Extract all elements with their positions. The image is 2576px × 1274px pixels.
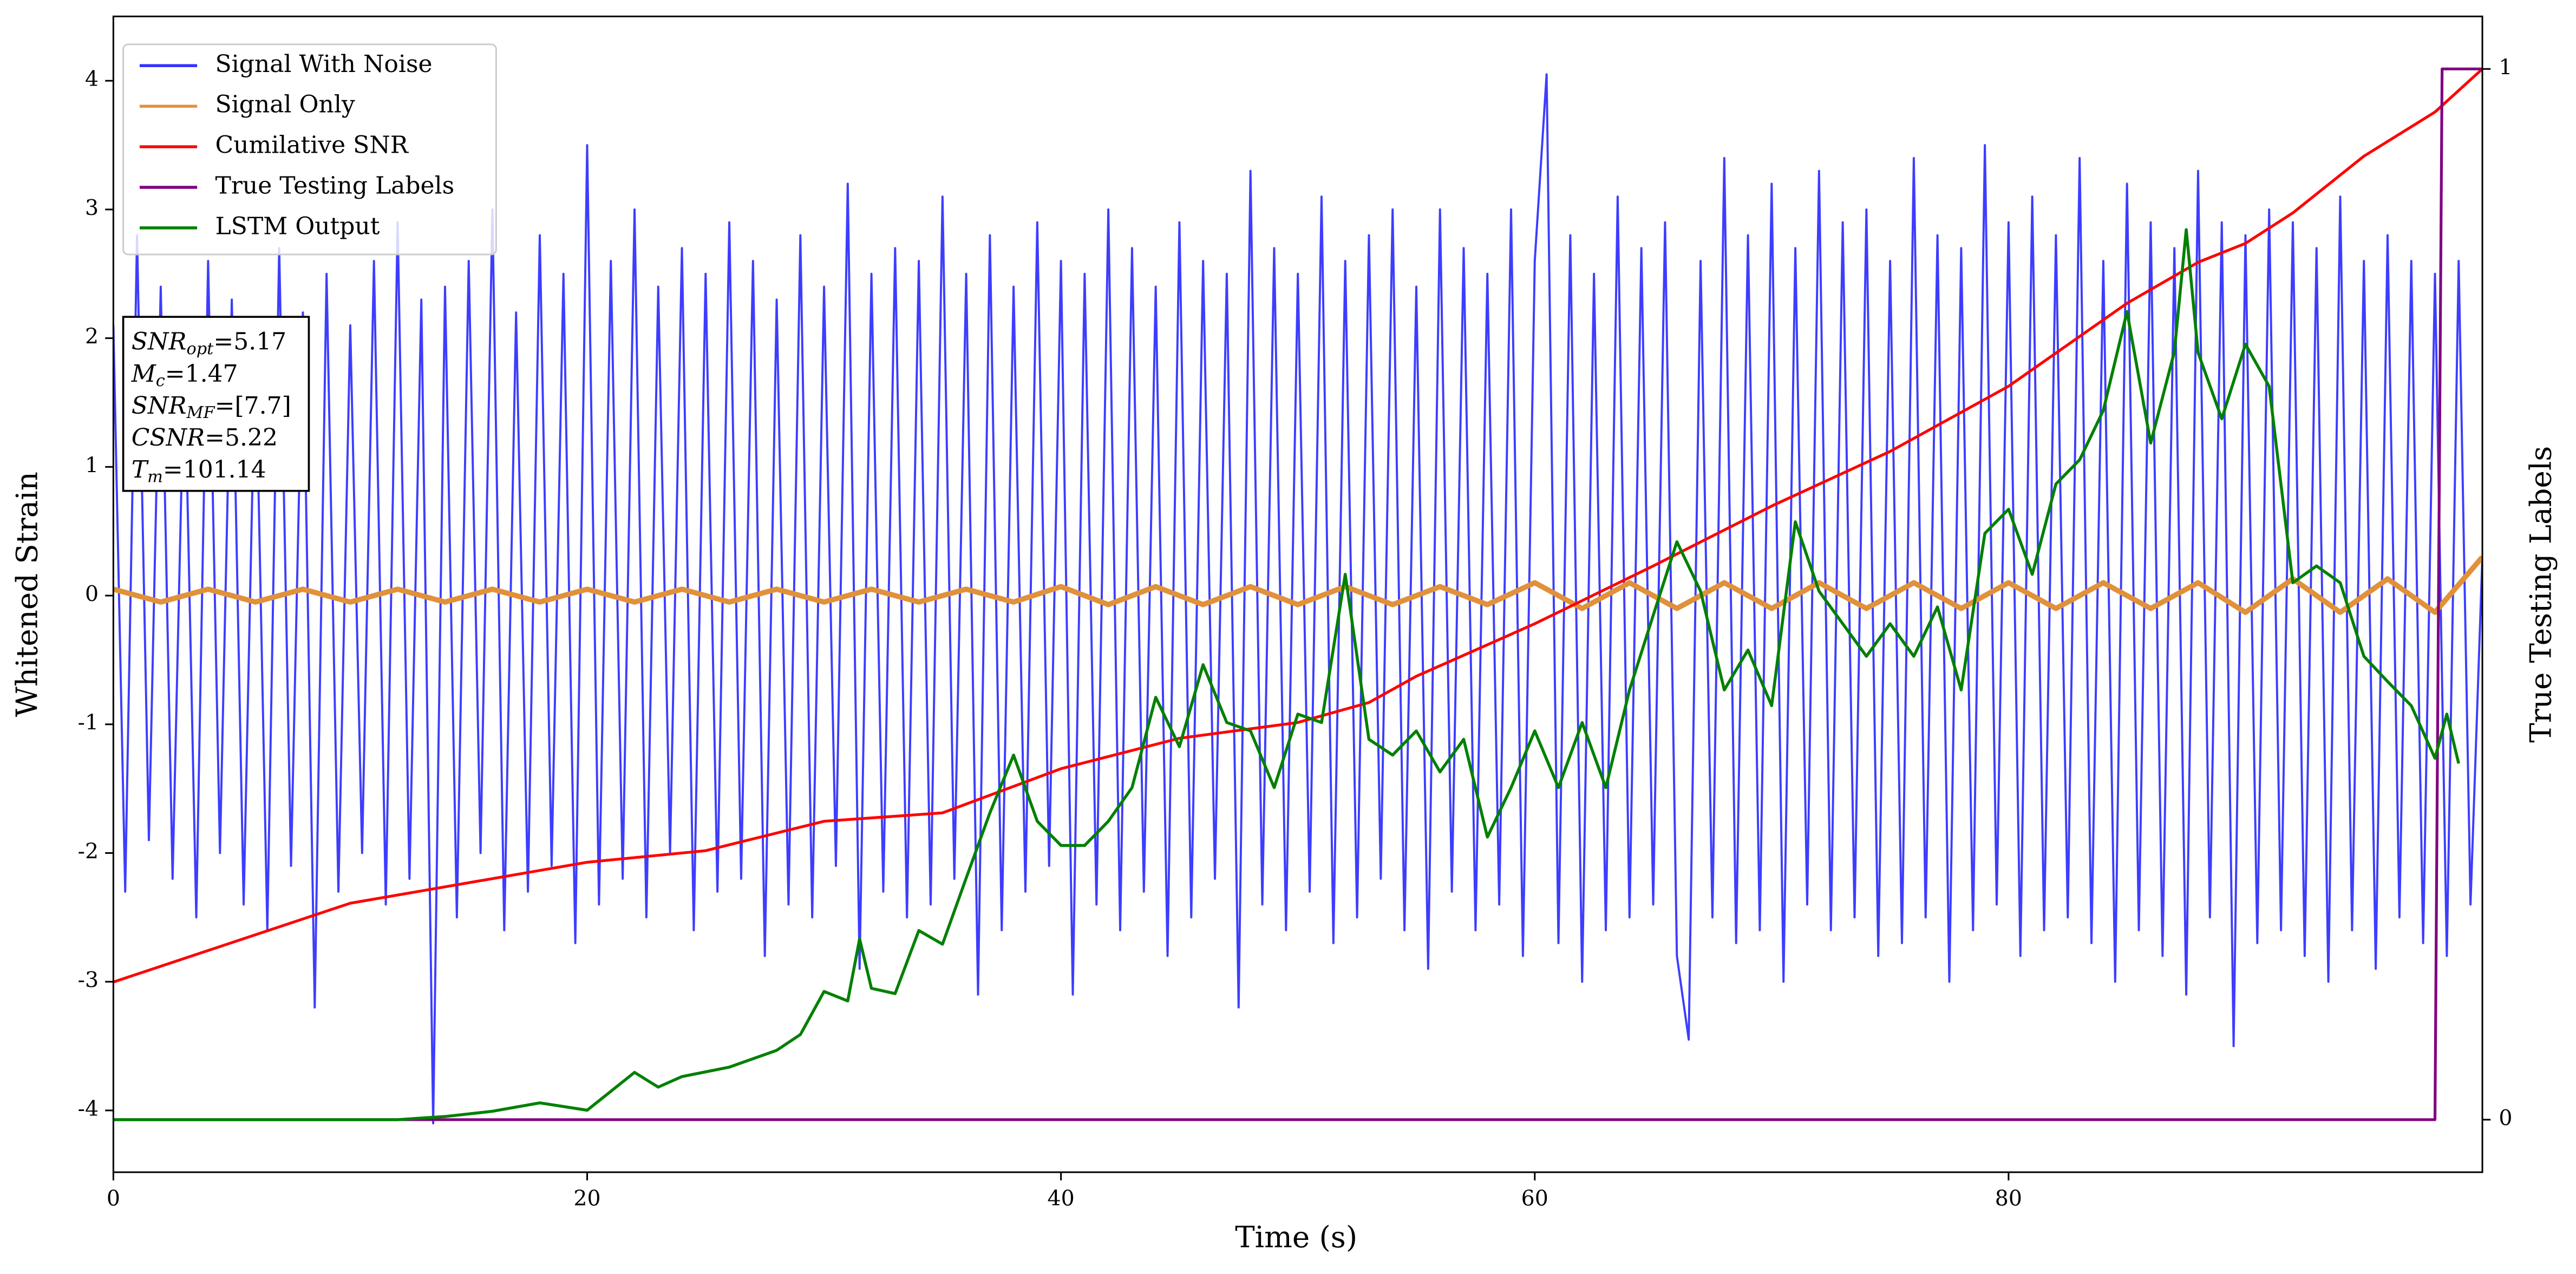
x-tick-label: 20 [573, 1186, 600, 1211]
annotation-symbol: T [132, 456, 149, 484]
legend-label: Cumilative SNR [215, 132, 409, 159]
series-line [113, 68, 2483, 984]
x-tick-label: 80 [1995, 1186, 2022, 1211]
y-tick-label: 0 [85, 582, 99, 606]
x-tick-label: 0 [107, 1186, 120, 1211]
y-tick-label: 2 [85, 324, 99, 349]
plot-frame [112, 15, 2483, 1173]
legend-label: LSTM Output [215, 212, 380, 240]
y-tick-label: -4 [78, 1096, 99, 1121]
annotation-line: SNRopt=5.17 [132, 328, 286, 358]
annotation-symbol: M [131, 360, 156, 387]
annotation-symbol: SNR [132, 328, 187, 355]
y-tick-label: -1 [78, 710, 99, 735]
series-line [113, 67, 2483, 1121]
x-tick-label: 40 [1048, 1186, 1075, 1211]
annotation-subscript: opt [186, 339, 214, 358]
series-line [113, 555, 2483, 615]
annotation-box [122, 316, 310, 492]
y-axis-label: Whitened Strain [10, 472, 44, 717]
y-tick-label: -2 [78, 839, 99, 864]
y2-axis-label: True Testing Labels [2523, 446, 2558, 743]
annotation-subscript: m [147, 467, 163, 486]
annotation-value: =5.17 [213, 328, 286, 355]
annotation-line: CSNR=5.22 [132, 424, 278, 452]
y-tick-label: 4 [85, 67, 99, 92]
annotation-subscript: c [156, 371, 165, 390]
legend-label: Signal Only [215, 91, 355, 119]
annotation-value: =[7.7] [215, 392, 291, 420]
legend-label: True Testing Labels [215, 172, 455, 199]
annotation-value: =101.14 [163, 456, 266, 484]
series-line [113, 228, 2460, 1121]
annotation-value: =1.47 [165, 360, 238, 387]
annotation-value: =5.22 [205, 424, 278, 452]
y-tick-label: -3 [78, 968, 99, 992]
series-line [113, 73, 2483, 1125]
y2-tick-label: 1 [2499, 55, 2512, 80]
y2-tick-label: 0 [2499, 1106, 2512, 1131]
x-tick-label: 60 [1521, 1186, 1548, 1211]
y-tick-label: 3 [85, 195, 99, 220]
annotation-symbol: CSNR [132, 424, 205, 452]
annotation-line: SNRMF=[7.7] [132, 392, 291, 423]
annotation-subscript: MF [186, 403, 215, 422]
annotation-line: Tm=101.14 [132, 456, 266, 487]
annotation-symbol: SNR [132, 392, 187, 420]
annotation-line: Mc=1.47 [131, 360, 238, 390]
legend-label: Signal With Noise [215, 50, 433, 78]
x-axis-label: Time (s) [1235, 1219, 1357, 1254]
legend-box [122, 43, 497, 256]
y-tick-label: 1 [85, 453, 99, 478]
